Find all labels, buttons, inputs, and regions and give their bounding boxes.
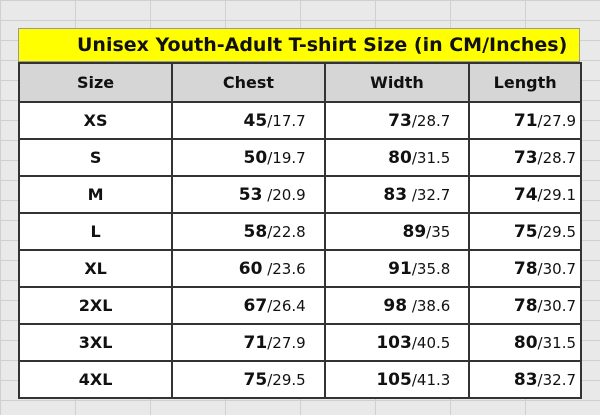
inch-value: /40.5 — [411, 333, 451, 352]
measure-cell: 45/17.7 — [171, 101, 326, 140]
column-header: Size — [17, 62, 174, 103]
inch-value: /30.7 — [537, 259, 576, 278]
cm-value: 75 — [513, 221, 538, 242]
inch-value: /27.9 — [537, 111, 576, 130]
measure-cell: 73/28.7 — [323, 101, 471, 140]
table-row: M 53 /20.9 83 /32.7 74/29.1 — [17, 175, 582, 214]
column-header: Length — [468, 62, 582, 103]
table-row: XL 60 /23.6 91/35.8 78/30.7 — [17, 249, 582, 288]
cm-value: 83 — [383, 184, 408, 205]
cm-value: 45 — [243, 110, 268, 131]
cm-value: 67 — [243, 295, 268, 316]
cm-value: 103 — [376, 332, 412, 353]
measure-cell: 53 /20.9 — [171, 175, 326, 214]
cm-value: 73 — [388, 110, 412, 131]
cm-value: 53 — [238, 184, 263, 205]
table-row: 3XL 71/27.9 103/40.5 80/31.5 — [17, 323, 582, 362]
size-cell: S — [17, 138, 174, 177]
inch-value: /35 — [426, 222, 451, 241]
measure-cell: 98 /38.6 — [323, 286, 471, 325]
inch-value: /38.6 — [407, 296, 451, 315]
table-row: L 58/22.8 89/35 75/29.5 — [17, 212, 582, 251]
inch-value: /20.9 — [262, 185, 306, 204]
measure-cell: 105/41.3 — [323, 360, 471, 399]
column-header: Width — [323, 62, 471, 103]
size-cell: 4XL — [17, 360, 174, 399]
cm-value: 75 — [243, 369, 268, 390]
measure-cell: 74/29.1 — [468, 175, 582, 214]
measure-cell: 78/30.7 — [468, 286, 582, 325]
inch-value: /27.9 — [267, 333, 306, 352]
measure-cell: 80/31.5 — [323, 138, 471, 177]
inch-value: /31.5 — [411, 148, 451, 167]
measure-cell: 75/29.5 — [171, 360, 326, 399]
measure-cell: 78/30.7 — [468, 249, 582, 288]
measure-cell: 60 /23.6 — [171, 249, 326, 288]
cm-value: 83 — [513, 369, 538, 390]
title-bar: Unisex Youth-Adult T-shirt Size (in CM/I… — [18, 28, 580, 62]
table-row: 2XL 67/26.4 98 /38.6 78/30.7 — [17, 286, 582, 325]
inch-value: /22.8 — [267, 222, 306, 241]
measure-cell: 83 /32.7 — [323, 175, 471, 214]
cm-value: 71 — [243, 332, 268, 353]
size-cell: XS — [17, 101, 174, 140]
cm-value: 60 — [238, 258, 263, 279]
measure-cell: 91/35.8 — [323, 249, 471, 288]
inch-value: /41.3 — [411, 370, 451, 389]
size-cell: M — [17, 175, 174, 214]
cm-value: 91 — [388, 258, 412, 279]
cm-value: 71 — [513, 110, 538, 131]
cm-value: 78 — [513, 258, 538, 279]
inch-value: /35.8 — [411, 259, 451, 278]
cm-value: 89 — [402, 221, 427, 242]
inch-value: /19.7 — [267, 148, 306, 167]
cm-value: 58 — [243, 221, 268, 242]
table-body: XS 45/17.7 73/28.7 71/27.9 S 50/19.7 80/31.5 73… — [17, 101, 582, 399]
measure-cell: 50/19.7 — [171, 138, 326, 177]
measure-cell: 80/31.5 — [468, 323, 582, 362]
inch-value: /28.7 — [411, 111, 451, 130]
cm-value: 78 — [513, 295, 538, 316]
measure-cell: 73/28.7 — [468, 138, 582, 177]
table-row: XS 45/17.7 73/28.7 71/27.9 — [17, 101, 582, 140]
cm-value: 80 — [388, 147, 412, 168]
cm-value: 73 — [513, 147, 538, 168]
measure-cell: 75/29.5 — [468, 212, 582, 251]
table-row: S 50/19.7 80/31.5 73/28.7 — [17, 138, 582, 177]
inch-value: /17.7 — [267, 111, 306, 130]
header-row: Size Chest Width Length — [17, 62, 582, 103]
measure-cell: 71/27.9 — [171, 323, 326, 362]
cm-value: 50 — [243, 147, 268, 168]
measure-cell: 103/40.5 — [323, 323, 471, 362]
inch-value: /29.5 — [537, 222, 576, 241]
cm-value: 98 — [383, 295, 408, 316]
cm-value: 80 — [513, 332, 538, 353]
cm-value: 74 — [513, 184, 538, 205]
inch-value: /32.7 — [537, 370, 576, 389]
inch-value: /23.6 — [262, 259, 306, 278]
inch-value: /29.5 — [267, 370, 306, 389]
inch-value: /32.7 — [407, 185, 451, 204]
inch-value: /26.4 — [267, 296, 306, 315]
inch-value: /29.1 — [537, 185, 576, 204]
measure-cell: 58/22.8 — [171, 212, 326, 251]
size-table: Size Chest Width Length XS 45/17.7 73/28.7 71/… — [17, 62, 582, 399]
size-cell: 2XL — [17, 286, 174, 325]
measure-cell: 71/27.9 — [468, 101, 582, 140]
size-cell: L — [17, 212, 174, 251]
measure-cell: 67/26.4 — [171, 286, 326, 325]
inch-value: /30.7 — [537, 296, 576, 315]
size-cell: 3XL — [17, 323, 174, 362]
cm-value: 105 — [376, 369, 412, 390]
column-header: Chest — [171, 62, 326, 103]
inch-value: /31.5 — [537, 333, 576, 352]
measure-cell: 83/32.7 — [468, 360, 582, 399]
measure-cell: 89/35 — [323, 212, 471, 251]
size-cell: XL — [17, 249, 174, 288]
table-row: 4XL 75/29.5 105/41.3 83/32.7 — [17, 360, 582, 399]
inch-value: /28.7 — [537, 148, 576, 167]
